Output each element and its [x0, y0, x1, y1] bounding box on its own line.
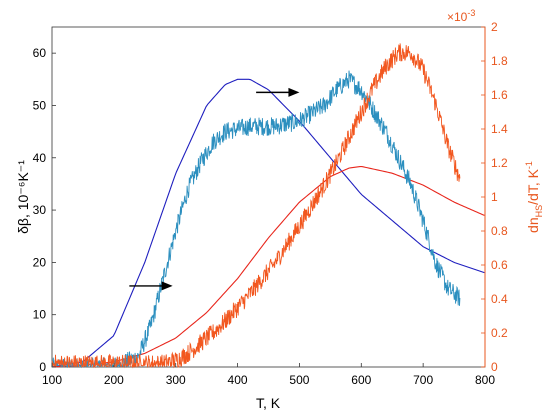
- y-right-tick-label: 1.2: [491, 156, 508, 170]
- y-left-tick-label: 50: [33, 98, 47, 112]
- y-right-tick-label: 1: [491, 190, 498, 204]
- y-right-tick-label: 0.4: [491, 292, 508, 306]
- y-right-tick-label: 1.4: [491, 122, 508, 136]
- x-ticks: 100 200 300 400 500 600 700 800: [42, 363, 495, 387]
- y-right-label-main: dn: [525, 217, 541, 233]
- x-tick-label: 400: [228, 373, 248, 387]
- y-right-axis-label: dnHS/dT, K-1: [524, 161, 544, 233]
- y-right-label-sub: HS: [534, 205, 544, 218]
- y-right-tick-label: 1.6: [491, 88, 508, 102]
- y-right-multiplier-base: ×10: [447, 10, 468, 24]
- y-left-tick-label: 40: [33, 151, 47, 165]
- y-left-ticks: 0 10 20 30 40 50 60: [33, 46, 56, 374]
- y-left-tick-label: 60: [33, 46, 47, 60]
- y-left-tick-label: 30: [33, 203, 47, 217]
- y-right-tick-label: 0.2: [491, 326, 508, 340]
- y-right-label-tail: /dT, K: [525, 168, 541, 204]
- y-right-multiplier-exp: -3: [467, 8, 475, 18]
- plot-area: [51, 26, 486, 368]
- x-tick-label: 200: [104, 373, 124, 387]
- annotation-arrow: [256, 87, 300, 97]
- x-tick-label: 100: [42, 373, 62, 387]
- series-model-dbeta: [51, 78, 485, 368]
- y-left-tick-label: 10: [33, 308, 47, 322]
- y-right-ticks: 0 0.2 0.4 0.6 0.8 1 1.2 1.4 1.6 1.8 2: [481, 20, 508, 374]
- x-axis-label: T, K: [256, 395, 281, 411]
- y-right-tick-label: 0.8: [491, 224, 508, 238]
- x-tick-label: 800: [475, 373, 495, 387]
- y-left-tick-label: 20: [33, 255, 47, 269]
- x-tick-label: 500: [289, 373, 309, 387]
- y-right-tick-label: 2: [491, 20, 498, 34]
- y-right-tick-label: 0.6: [491, 258, 508, 272]
- measured-curves: [51, 43, 461, 369]
- x-tick-label: 300: [166, 373, 186, 387]
- series-measured-dn: [51, 43, 461, 369]
- y-right-multiplier: ×10-3: [447, 8, 475, 24]
- x-tick-label: 700: [413, 373, 433, 387]
- y-right-label-sup: -1: [524, 161, 534, 169]
- y-left-tick-label: 0: [39, 360, 46, 374]
- annotation-arrow: [129, 281, 173, 291]
- x-tick-label: 600: [351, 373, 371, 387]
- y-left-axis-label: δβ, 10⁻⁶K⁻¹: [15, 160, 31, 234]
- arrows: [129, 87, 300, 291]
- y-right-tick-label: 1.8: [491, 54, 508, 68]
- y-right-tick-label: 0: [491, 360, 498, 374]
